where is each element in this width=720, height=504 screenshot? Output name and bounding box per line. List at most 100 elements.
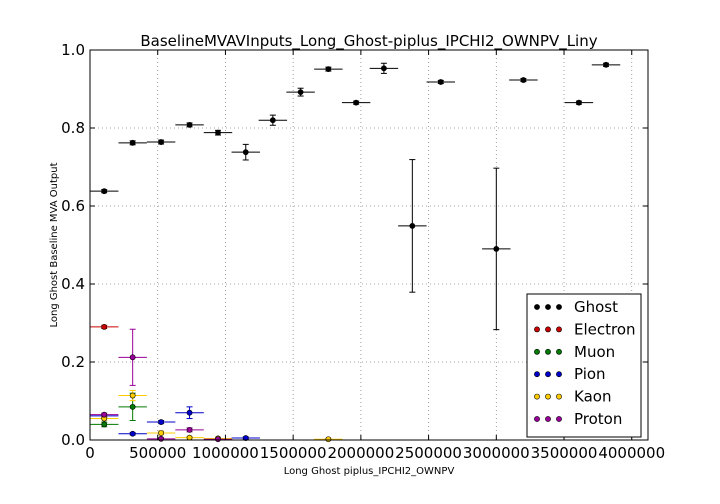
- marker: [158, 139, 165, 145]
- x-tick-label: 500000: [129, 444, 186, 462]
- axis-ticks: 0 500000 1000000 1500000 2000000 2500000 30000…: [61, 41, 665, 462]
- marker: [353, 99, 360, 106]
- data-point: [175, 121, 204, 128]
- marker: [129, 392, 136, 399]
- marker: [242, 435, 249, 441]
- marker: [101, 421, 108, 428]
- y-axis-label: Long Ghost Baseline MVA Output: [49, 162, 60, 327]
- legend-entry-ghost: Ghost: [534, 298, 618, 316]
- legend-marker: [545, 371, 551, 378]
- legend-label: Proton: [574, 410, 622, 428]
- data-point: [314, 66, 343, 73]
- data-point: [509, 77, 538, 83]
- data-point: [90, 411, 119, 418]
- plot-frame: [89, 49, 649, 441]
- marker: [409, 222, 416, 229]
- legend-marker: [545, 416, 551, 422]
- series-pion: [90, 406, 260, 441]
- data-point: [426, 79, 456, 85]
- legend-marker: [556, 416, 562, 422]
- legend-box: [526, 293, 642, 438]
- marker: [215, 436, 221, 443]
- marker: [493, 245, 500, 252]
- legend-marker: [534, 348, 540, 355]
- legend-marker: [545, 326, 551, 333]
- y-tick-label: 0.6: [61, 197, 85, 215]
- marker: [325, 66, 332, 73]
- marker: [603, 61, 609, 68]
- marker: [101, 188, 108, 195]
- data-point: [286, 87, 315, 97]
- x-tick-label: 0: [85, 444, 95, 462]
- marker: [129, 139, 136, 146]
- data-point: [231, 143, 260, 161]
- legend-marker: [534, 326, 540, 333]
- data-point: [118, 389, 147, 402]
- legend-marker: [545, 348, 551, 355]
- marker: [380, 65, 387, 72]
- marker: [325, 436, 332, 443]
- data-point: [146, 139, 176, 145]
- legend-marker: [556, 393, 562, 400]
- legend-label: Pion: [574, 365, 606, 383]
- x-tick-label: 1000000: [192, 444, 259, 462]
- legend-entry-electron: Electron: [534, 320, 636, 338]
- series-electron: [90, 323, 119, 330]
- y-tick-label: 0.4: [61, 275, 85, 293]
- legend-marker: [534, 304, 540, 310]
- marker: [437, 79, 444, 85]
- legend-entry-pion: Pion: [534, 365, 606, 383]
- legend-marker: [556, 304, 562, 310]
- legend-marker: [545, 304, 551, 310]
- marker: [101, 411, 108, 418]
- series-muon: [90, 392, 147, 428]
- data-point: [90, 188, 119, 195]
- marker: [158, 435, 165, 442]
- chart-title: BaselineMVAVInputs_Long_Ghost-piplus_IPC…: [140, 32, 597, 51]
- series-ghost: [90, 61, 621, 331]
- legend-label: Muon: [574, 343, 615, 361]
- legend-entry-kaon: Kaon: [534, 388, 611, 406]
- y-tick-label: 0.2: [61, 353, 85, 371]
- data-point: [341, 99, 371, 106]
- x-tick-label: 2500000: [395, 444, 462, 462]
- x-axis-label: Long Ghost piplus_IPCHI2_OWNPV: [284, 466, 455, 477]
- data-point: [118, 328, 147, 386]
- y-tick-label: 0.0: [61, 431, 85, 449]
- data-point: [90, 421, 119, 428]
- y-tick-label: 1.0: [61, 41, 85, 59]
- marker: [129, 354, 136, 361]
- data-point: [203, 436, 233, 443]
- marker: [186, 121, 193, 128]
- data-point: [175, 434, 204, 441]
- legend-marker: [534, 371, 540, 378]
- marker: [186, 434, 193, 441]
- data-point: [482, 167, 511, 331]
- x-tick-label: 3500000: [531, 444, 598, 462]
- marker: [576, 99, 582, 106]
- x-tick-label: 4000000: [598, 444, 665, 462]
- marker: [186, 409, 193, 416]
- data-point: [175, 406, 204, 420]
- data-point: [369, 62, 399, 74]
- legend-marker: [556, 371, 562, 378]
- data-point: [175, 426, 204, 433]
- legend-marker: [534, 393, 540, 400]
- marker: [186, 426, 193, 433]
- marker: [215, 129, 221, 136]
- data-point: [564, 99, 594, 106]
- legend-label: Kaon: [574, 388, 611, 406]
- data-point: [314, 436, 343, 443]
- marker: [101, 323, 108, 330]
- legend-label: Ghost: [574, 298, 618, 316]
- x-tick-label: 3000000: [463, 444, 530, 462]
- marker: [269, 117, 276, 124]
- data-point: [146, 419, 176, 425]
- marker: [158, 430, 165, 436]
- x-tick-label: 1500000: [260, 444, 327, 462]
- data-point: [203, 129, 233, 136]
- data-points: [90, 61, 621, 443]
- y-tick-label: 0.8: [61, 119, 85, 137]
- legend-entry-proton: Proton: [534, 410, 622, 428]
